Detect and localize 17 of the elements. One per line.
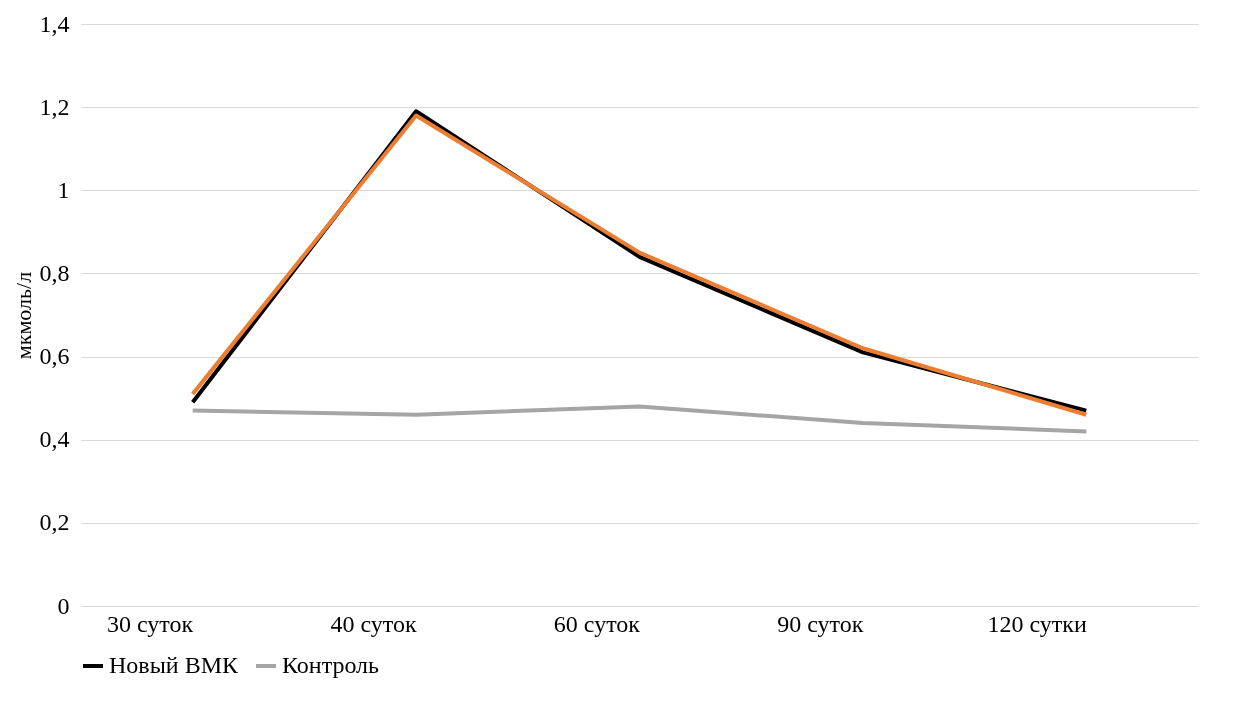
x-tick-label: 90 суток <box>777 610 864 637</box>
y-tick-label: 0,4 <box>39 426 70 453</box>
x-tick-label: 60 суток <box>553 610 641 637</box>
y-axis-title: мкмоль/л <box>10 271 36 360</box>
y-tick-label: 1,4 <box>39 10 70 37</box>
legend-label: Контроль <box>282 652 380 678</box>
x-tick-label: 40 суток <box>330 610 417 637</box>
x-tick-label: 120 сутки <box>987 610 1087 637</box>
legend-label: Новый ВМК <box>109 652 239 678</box>
y-tick-label: 1,2 <box>39 93 70 120</box>
y-tick-label: 0,8 <box>39 259 70 286</box>
line-series <box>190 404 1089 434</box>
y-tick-label: 0 <box>57 592 70 619</box>
y-tick-label: 0,2 <box>39 509 70 536</box>
y-tick-label: 1 <box>57 176 70 203</box>
y-tick-label: 0,6 <box>39 343 70 370</box>
x-tick-label: 30 суток <box>107 610 194 637</box>
